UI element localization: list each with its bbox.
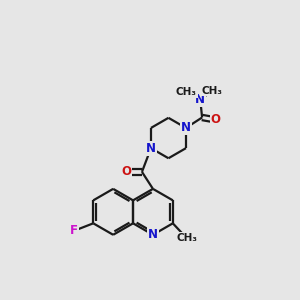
Text: N: N xyxy=(195,93,205,106)
Text: CH₃: CH₃ xyxy=(176,87,197,97)
Text: F: F xyxy=(70,224,78,237)
Text: CH₃: CH₃ xyxy=(202,85,223,96)
Text: N: N xyxy=(181,122,191,134)
Text: CH₃: CH₃ xyxy=(176,233,197,243)
Text: N: N xyxy=(146,142,156,154)
Text: O: O xyxy=(121,165,131,178)
Text: N: N xyxy=(148,228,158,241)
Text: O: O xyxy=(211,113,220,126)
